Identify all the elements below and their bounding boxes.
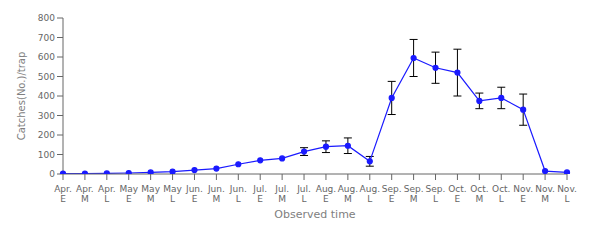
svg-text:Jul.E: Jul.E <box>252 184 267 204</box>
svg-text:Aug.E: Aug.E <box>316 184 336 204</box>
svg-text:MayE: MayE <box>119 184 138 204</box>
svg-text:600: 600 <box>38 52 55 62</box>
svg-text:Oct.M: Oct.M <box>470 184 488 204</box>
svg-text:Jul.M: Jul.M <box>274 184 289 204</box>
svg-text:Apr.M: Apr.M <box>76 184 94 204</box>
svg-text:Observed time: Observed time <box>274 208 356 220</box>
svg-text:Catches(No.)/trap: Catches(No.)/trap <box>16 52 27 141</box>
svg-text:Sep.E: Sep.E <box>382 184 402 204</box>
svg-text:300: 300 <box>38 111 55 121</box>
svg-text:Sep.M: Sep.M <box>404 184 424 204</box>
svg-text:Aug.M: Aug.M <box>338 184 358 204</box>
svg-text:700: 700 <box>38 33 55 43</box>
svg-text:Aug.L: Aug.L <box>360 184 380 204</box>
svg-text:Oct.L: Oct.L <box>492 184 510 204</box>
svg-text:Apr.L: Apr.L <box>98 184 116 204</box>
svg-text:MayL: MayL <box>163 184 182 204</box>
svg-text:Jun.E: Jun.E <box>185 184 203 204</box>
svg-text:Jun.L: Jun.L <box>229 184 247 204</box>
svg-text:0: 0 <box>49 169 55 179</box>
svg-text:MayM: MayM <box>141 184 160 204</box>
svg-text:Nov.E: Nov.E <box>513 184 533 204</box>
svg-text:Jun.M: Jun.M <box>207 184 225 204</box>
svg-text:Jul.L: Jul.L <box>296 184 311 204</box>
svg-text:Sep.L: Sep.L <box>426 184 446 204</box>
svg-text:Nov.L: Nov.L <box>557 184 577 204</box>
svg-text:100: 100 <box>38 150 55 160</box>
svg-text:Oct.E: Oct.E <box>448 184 466 204</box>
svg-text:Nov.M: Nov.M <box>535 184 555 204</box>
svg-text:200: 200 <box>38 130 55 140</box>
svg-text:800: 800 <box>38 13 55 23</box>
svg-text:500: 500 <box>38 72 55 82</box>
svg-text:Apr.E: Apr.E <box>54 184 72 204</box>
svg-text:400: 400 <box>38 91 55 101</box>
